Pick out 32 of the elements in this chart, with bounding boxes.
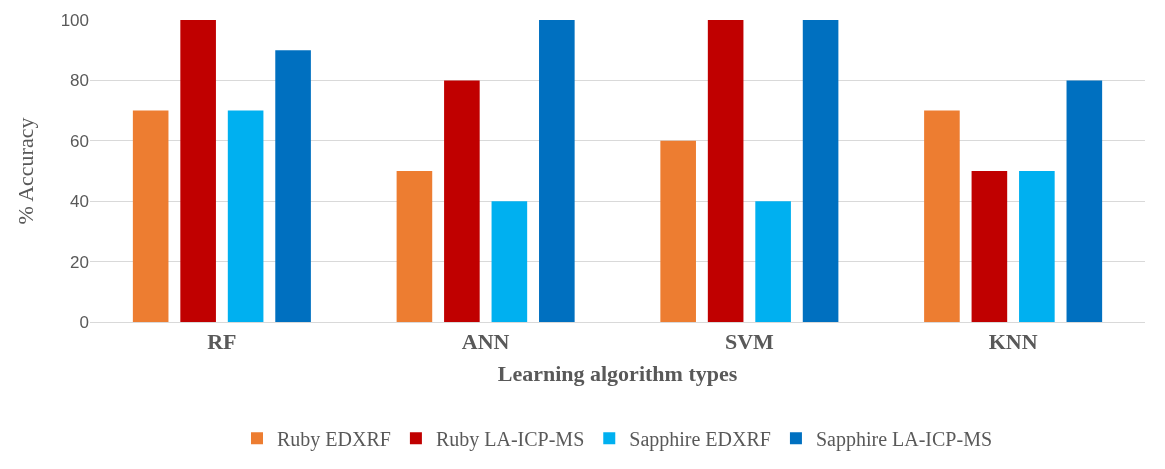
bar [180,20,216,322]
x-tick-label: KNN [988,329,1038,355]
legend-label: Ruby EDXRF [277,427,391,451]
y-tick-label: 20 [70,252,89,272]
bar [707,20,744,322]
bar [1019,171,1055,322]
bar [132,110,169,322]
bar [539,20,575,322]
legend-label: Sapphire EDXRF [629,427,771,451]
y-tick-label: 60 [70,131,89,151]
y-axis-title: % Accuracy [13,117,39,225]
bar [444,80,480,322]
bar [924,110,960,322]
bar [1066,80,1103,322]
y-tick-label: 80 [70,71,89,91]
y-tick-label: 100 [60,10,89,30]
bar [491,201,528,322]
legend-label: Sapphire LA-ICP-MS [815,427,993,451]
x-tick-label: SVM [724,329,775,355]
bar [396,171,433,322]
x-axis-title: Learning algorithm types [497,361,738,387]
bar [275,50,311,322]
bar [755,201,791,322]
bar [971,171,1008,322]
bar [660,140,696,322]
y-tick-label: 40 [70,192,89,212]
y-tick-label: 0 [79,312,89,332]
legend-label: Ruby LA-ICP-MS [435,427,585,451]
x-tick-label: RF [207,329,237,355]
bar [802,20,839,322]
x-tick-label: ANN [461,329,510,355]
bar [227,110,264,322]
